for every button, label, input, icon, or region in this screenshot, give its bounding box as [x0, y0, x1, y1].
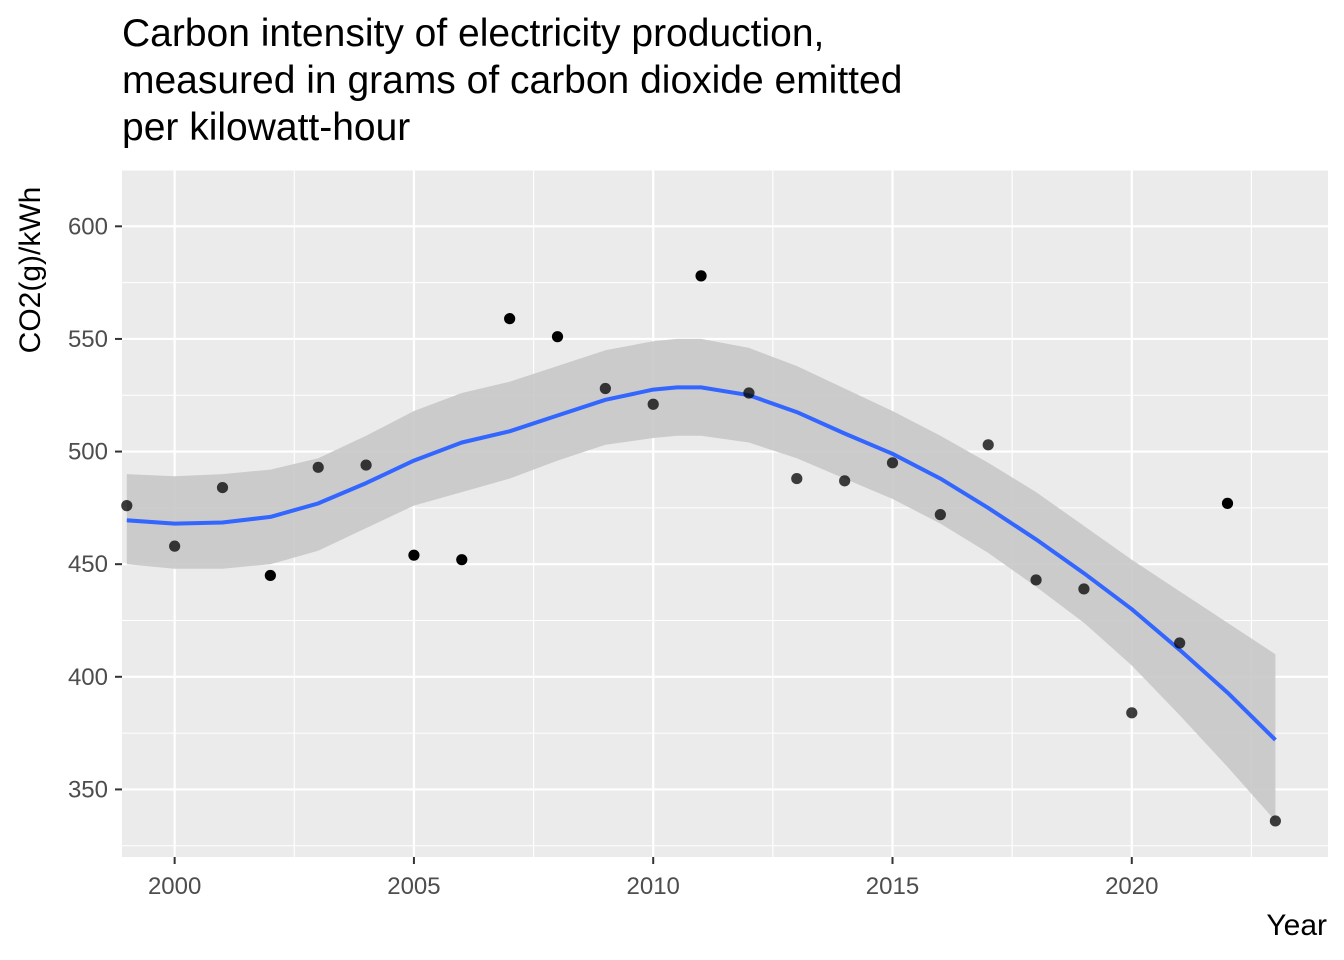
data-point: [647, 398, 659, 410]
data-point: [360, 459, 372, 471]
x-axis-title: Year: [1266, 909, 1327, 942]
y-tick-label: 350: [68, 776, 108, 803]
x-tick-label: 2020: [1105, 873, 1158, 900]
data-point: [216, 481, 229, 494]
data-point: [1221, 497, 1234, 509]
data-point: [695, 270, 707, 282]
data-point: [264, 569, 276, 582]
data-point: [504, 313, 516, 325]
chart-title-line-3: per kilowatt-hour: [122, 106, 411, 149]
data-point: [839, 475, 851, 487]
data-point: [1174, 637, 1186, 649]
axes: 2000 2005 2010 2015 2020 350 400 450 500 550 600: [68, 213, 1159, 900]
y-axis-title: CO2(g)/kWh: [14, 187, 47, 354]
x-tick-label: 2000: [148, 873, 201, 900]
data-point: [934, 509, 946, 521]
data-point: [791, 472, 803, 485]
data-point: [456, 554, 468, 566]
data-point: [1269, 815, 1281, 827]
x-tick-label: 2015: [866, 873, 919, 900]
data-point: [1030, 574, 1042, 586]
smooth-trend-line: [126, 385, 1277, 742]
data-point: [312, 461, 324, 473]
data-point: [408, 549, 420, 561]
data-point: [169, 540, 181, 552]
smooth-line-layer: [126, 385, 1277, 742]
data-point: [121, 500, 133, 512]
x-tick-label: 2010: [627, 873, 680, 900]
data-point: [599, 382, 611, 395]
x-tick-label: 2005: [387, 873, 440, 900]
y-tick-label: 600: [68, 213, 108, 240]
y-tick-label: 500: [68, 439, 108, 466]
y-tick-label: 400: [68, 664, 108, 691]
data-points: [121, 270, 1281, 827]
chart-title-line-1: Carbon intensity of electricity producti…: [122, 12, 825, 55]
y-tick-label: 550: [68, 326, 108, 353]
data-point: [886, 457, 899, 469]
data-point: [551, 331, 564, 343]
chart-title: Carbon intensity of electricity producti…: [122, 10, 1222, 151]
y-tick-label: 450: [68, 551, 108, 578]
chart-title-line-2: measured in grams of carbon dioxide emit…: [122, 59, 903, 102]
data-point: [1126, 707, 1138, 719]
data-point: [1078, 583, 1090, 595]
data-point: [743, 387, 755, 399]
data-point: [982, 439, 994, 451]
